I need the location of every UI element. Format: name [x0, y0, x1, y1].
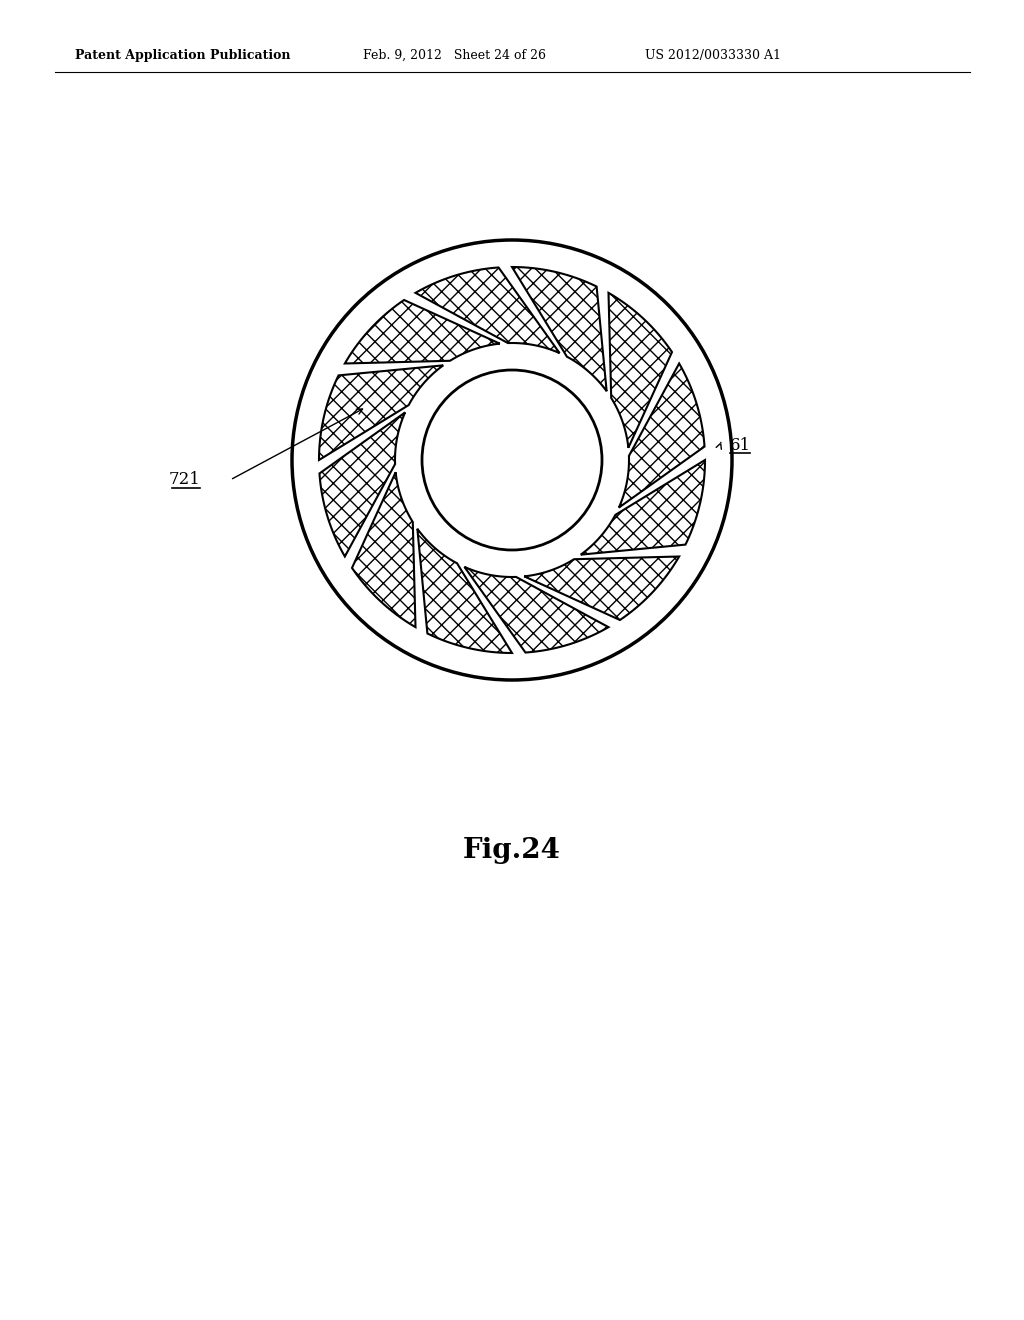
Text: Feb. 9, 2012   Sheet 24 of 26: Feb. 9, 2012 Sheet 24 of 26 — [362, 49, 546, 62]
Polygon shape — [512, 267, 606, 391]
Polygon shape — [608, 293, 672, 447]
Text: US 2012/0033330 A1: US 2012/0033330 A1 — [645, 49, 781, 62]
Text: Fig.24: Fig.24 — [463, 837, 561, 863]
Polygon shape — [465, 566, 608, 652]
Polygon shape — [352, 473, 416, 627]
Text: Patent Application Publication: Patent Application Publication — [75, 49, 291, 62]
Text: 61: 61 — [730, 437, 752, 454]
Polygon shape — [418, 529, 512, 653]
Polygon shape — [581, 459, 705, 554]
Polygon shape — [416, 268, 559, 354]
Polygon shape — [319, 412, 406, 557]
Polygon shape — [319, 366, 443, 459]
Text: 721: 721 — [168, 471, 200, 488]
Polygon shape — [524, 557, 679, 620]
Polygon shape — [345, 300, 500, 363]
Polygon shape — [618, 363, 705, 508]
